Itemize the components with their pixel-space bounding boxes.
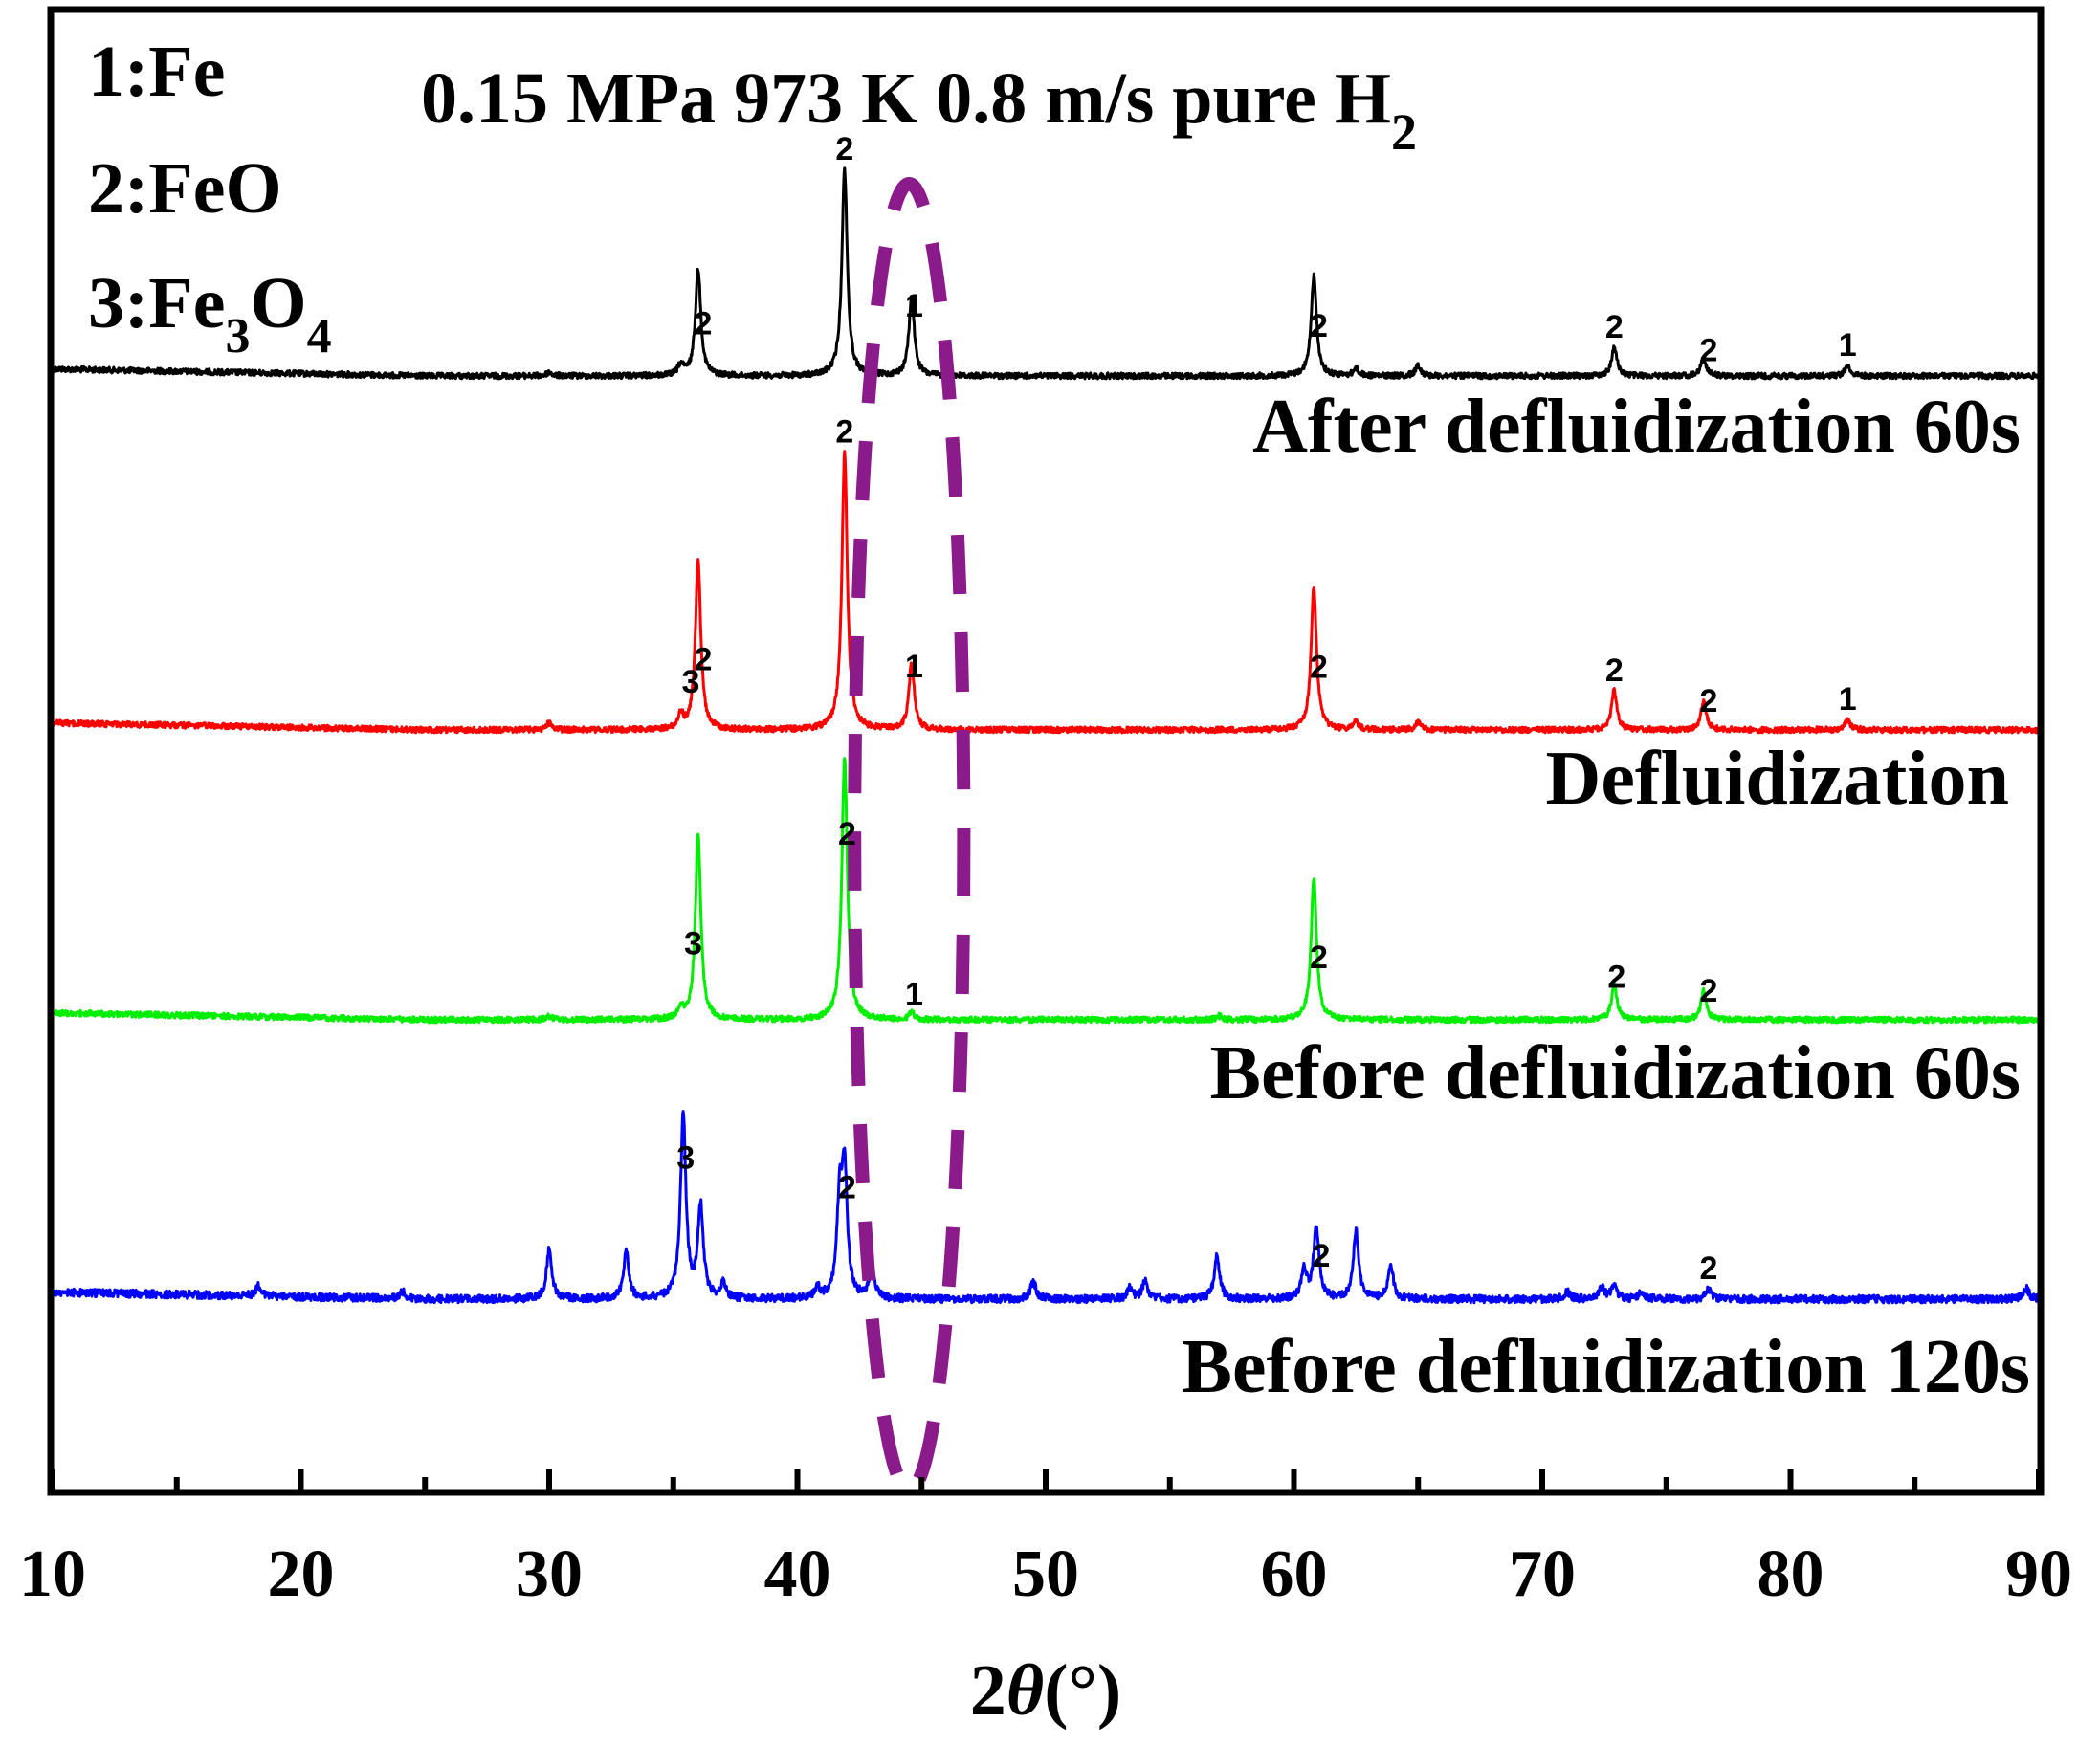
x-tick-label-50: 50 bbox=[1012, 1537, 1079, 1611]
x-tick-label-80: 80 bbox=[1757, 1537, 1824, 1611]
legend-fe3o4-oxygen: O bbox=[250, 263, 306, 343]
series-line-1 bbox=[53, 166, 2039, 381]
chart-title-main: 0.15 MPa 973 K 0.8 m/s pure H bbox=[421, 58, 1391, 139]
peak-label-s4-3: 2 bbox=[1313, 1238, 1331, 1274]
peak-label-s2-7: 2 bbox=[1699, 683, 1717, 719]
x-axis-label: 2θ(°) bbox=[970, 1650, 1121, 1731]
peak-label-s2-2: 2 bbox=[694, 642, 712, 678]
x-axis-tick-labels: 10 20 30 40 50 60 70 80 90 bbox=[19, 1537, 2072, 1611]
peak-label-s2-8: 1 bbox=[1839, 681, 1857, 718]
chart-title: 0.15 MPa 973 K 0.8 m/s pure H2 bbox=[421, 58, 1417, 161]
peak-label-s2-6: 2 bbox=[1605, 652, 1624, 689]
peak-label-s3-4: 2 bbox=[1310, 939, 1328, 976]
legend: 1:Fe 2:FeO 3:Fe3O4 bbox=[88, 32, 332, 364]
series-labels: After defluidization 60s Defluidization Be… bbox=[1182, 385, 2030, 1409]
x-tick-label-40: 40 bbox=[764, 1537, 831, 1611]
peak-label-s1-6: 2 bbox=[1699, 332, 1717, 368]
peak-label-s2-1: 3 bbox=[681, 664, 699, 700]
series-line-2 bbox=[53, 450, 2039, 735]
peak-label-s3-2: 2 bbox=[838, 816, 856, 852]
x-axis-label-prefix: 2 bbox=[970, 1650, 1006, 1731]
series-line-3 bbox=[53, 757, 2039, 1025]
x-tick-label-30: 30 bbox=[516, 1537, 583, 1611]
peak-label-s3-1: 3 bbox=[684, 926, 702, 962]
legend-fe: 1:Fe bbox=[88, 32, 225, 112]
peak-label-s2-5: 2 bbox=[1310, 650, 1328, 686]
x-axis-label-theta: θ bbox=[1006, 1650, 1044, 1731]
x-tick-label-60: 60 bbox=[1261, 1537, 1328, 1611]
x-tick-label-10: 10 bbox=[19, 1537, 86, 1611]
peak-label-s4-2: 2 bbox=[838, 1170, 856, 1206]
peak-label-s4-4: 2 bbox=[1699, 1250, 1717, 1287]
peak-label-s3-3: 1 bbox=[905, 977, 923, 1013]
series-line-4 bbox=[53, 1110, 2039, 1305]
x-tick-label-70: 70 bbox=[1509, 1537, 1576, 1611]
peak-label-s2-3: 2 bbox=[835, 414, 853, 451]
peak-label-s1-7: 1 bbox=[1839, 327, 1857, 364]
highlight-layer bbox=[848, 177, 971, 1491]
peak-label-s3-6: 2 bbox=[1699, 973, 1717, 1009]
peak-label-s1-4: 2 bbox=[1310, 308, 1328, 344]
peak-label-s1-3: 1 bbox=[905, 288, 923, 324]
peak-label-s1-5: 2 bbox=[1605, 309, 1624, 345]
chart-title-subscript: 2 bbox=[1391, 103, 1417, 161]
x-tick-label-20: 20 bbox=[268, 1537, 335, 1611]
x-axis-ticks bbox=[50, 1469, 2042, 1491]
series-label-2: Defluidization bbox=[1546, 737, 2009, 821]
series-label-3: Before defluidization 60s bbox=[1210, 1031, 2021, 1115]
legend-fe3o4-main: 3:Fe bbox=[88, 263, 225, 343]
highlight-ellipse bbox=[848, 177, 971, 1491]
series-label-4: Before defluidization 120s bbox=[1182, 1325, 2030, 1409]
peak-label-s1-2: 2 bbox=[835, 131, 853, 167]
legend-fe3o4: 3:Fe3O4 bbox=[88, 263, 332, 364]
x-axis-label-unit: (°) bbox=[1044, 1650, 1121, 1731]
series-label-1: After defluidization 60s bbox=[1252, 385, 2021, 469]
legend-fe3o4-sub3: 3 bbox=[225, 309, 250, 364]
peak-label-s2-4: 1 bbox=[905, 649, 923, 685]
series-traces bbox=[53, 166, 2039, 1305]
legend-feo: 2:FeO bbox=[88, 148, 282, 229]
peak-label-s1-1: 2 bbox=[694, 306, 712, 342]
plot-frame bbox=[47, 6, 2045, 1496]
peak-label-s3-5: 2 bbox=[1607, 960, 1625, 996]
legend-fe3o4-sub4: 4 bbox=[307, 309, 332, 364]
x-tick-label-90: 90 bbox=[2005, 1537, 2072, 1611]
peak-label-s4-1: 3 bbox=[676, 1140, 695, 1177]
